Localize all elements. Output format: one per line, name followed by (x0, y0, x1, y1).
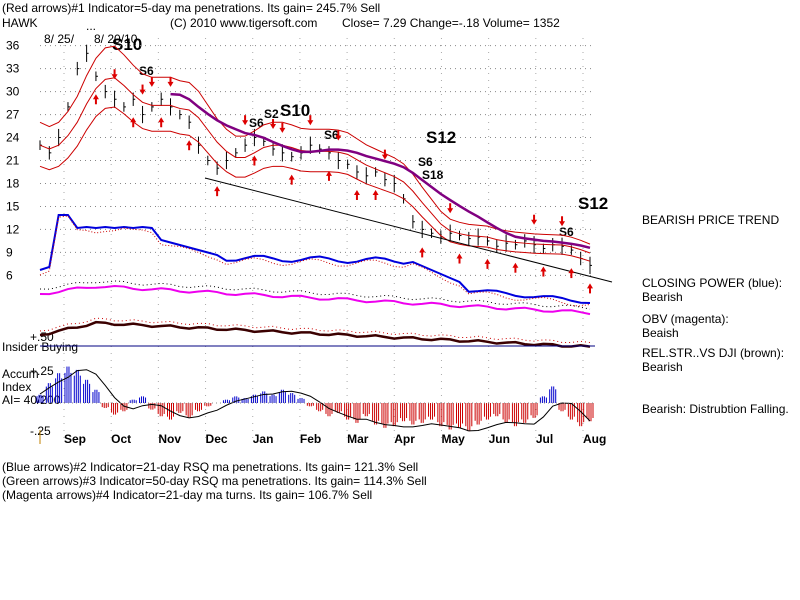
obv-value: Beaish (642, 326, 679, 340)
y-tick-label: 15 (6, 199, 20, 213)
y-tick-label: 30 (6, 85, 20, 99)
x-tick-label: Jul (536, 432, 553, 446)
signal-s6-d: S6 (418, 155, 433, 169)
buy-arrow-head (484, 258, 491, 264)
buy-arrow-head (456, 253, 463, 259)
sell-arrow-head (335, 135, 342, 141)
y-tick-label: 9 (6, 245, 13, 259)
signal-s6-b: S6 (249, 116, 264, 130)
buy-arrow-head (251, 155, 258, 161)
relstr-value: Bearish (642, 360, 683, 374)
trend-label: BEARISH PRICE TREND (642, 213, 780, 227)
insider-label: Insider Buying (2, 340, 79, 354)
signal-s12-b: S12 (578, 194, 609, 213)
buy-arrow-head (92, 94, 99, 100)
buy-arrow-head (372, 189, 379, 195)
x-tick-label: Jan (253, 432, 274, 446)
signal-s10-a: S10 (112, 35, 143, 54)
lower-band (39, 106, 591, 262)
x-tick-label: Dec (206, 432, 228, 446)
index-label: Index (2, 380, 32, 394)
indicator-1-line: (Red arrows)#1 Indicator=5-day ma penetr… (2, 1, 381, 15)
upper-band (39, 45, 591, 245)
signal-s18: S18 (422, 168, 444, 182)
close-change-volume: Close= 7.29 Change=-.18 Volume= 1352 (342, 16, 560, 30)
buy-arrow-head (325, 170, 332, 176)
accum-ma (39, 369, 591, 432)
y-tick-label: 12 (6, 222, 20, 236)
x-tick-label: Mar (347, 432, 369, 446)
buy-arrow-head (130, 117, 137, 123)
x-tick-label: Aug (583, 432, 606, 446)
x-tick-label: Nov (158, 432, 181, 446)
sell-arrow-head (381, 154, 388, 160)
date-annotation-2: 8/ 20/10 (94, 32, 138, 46)
signal-s2: S2 (264, 107, 279, 121)
date-dots: ... (86, 19, 97, 33)
y-tick-label: 6 (6, 268, 13, 282)
relstr-title: REL.STR..VS DJI (brown): (642, 346, 785, 360)
sell-arrow-head (307, 120, 314, 126)
x-tick-label: Oct (111, 432, 131, 446)
obv-title: OBV (magenta): (642, 312, 729, 326)
accum-note: Bearish: Distrubtion Falling. (642, 402, 789, 416)
y-tick-label: 18 (6, 176, 20, 190)
footer-line-4: (Magenta arrows)#4 Indicator=21-day ma t… (2, 488, 373, 502)
sell-arrow-head (111, 74, 118, 80)
x-tick-label: Sep (64, 432, 86, 446)
y-tick-label: 24 (6, 131, 20, 145)
buy-arrow-head (512, 262, 519, 268)
buy-arrow-head (540, 266, 547, 272)
footer-line-2: (Blue arrows)#2 Indicator=21-day RSQ ma … (2, 460, 419, 474)
y-tick-label: 36 (6, 39, 20, 53)
x-tick-label: May (441, 432, 465, 446)
buy-arrow-head (568, 268, 575, 274)
buy-arrow-head (419, 247, 426, 253)
ma-50 (170, 92, 591, 250)
closing-power-line (39, 214, 591, 304)
trend-line (204, 177, 613, 283)
sell-arrow-head (531, 219, 538, 225)
accum-plus25: +.25 (30, 364, 54, 378)
sell-arrow-head (242, 120, 249, 126)
x-tick-label: Apr (394, 432, 415, 446)
buy-arrow-head (158, 117, 165, 123)
ai-label: AI= 40/200 (2, 393, 61, 407)
buy-arrow-head (288, 174, 295, 180)
obv-ma (39, 280, 591, 310)
closing-power-value: Bearish (642, 290, 683, 304)
signal-s6-c: S6 (324, 128, 339, 142)
closing-power-ma (39, 215, 591, 307)
sell-arrow-head (139, 89, 146, 95)
footer-line-3: (Green arrows)#3 Indicator=50-day RSQ ma… (2, 474, 427, 488)
y-tick-label: 21 (6, 154, 20, 168)
buy-arrow-head (587, 283, 593, 289)
relstr-ma (39, 317, 591, 344)
x-tick-label: Feb (300, 432, 321, 446)
sell-arrow-head (559, 221, 566, 227)
signal-s12-a: S12 (426, 128, 457, 147)
relstr-line (39, 320, 591, 348)
date-annotation-1: 8/ 25/ (44, 32, 75, 46)
obv-line (39, 284, 591, 316)
copyright: (C) 2010 www.tigersoft.com (170, 16, 318, 30)
ticker-symbol: HAWK (2, 16, 38, 30)
signal-s6-a: S6 (139, 64, 154, 78)
buy-arrow-head (214, 186, 221, 192)
accum-label: Accum (2, 367, 39, 381)
sell-arrow-head (270, 124, 277, 130)
x-tick-label: Jun (489, 432, 510, 446)
sell-arrow-head (167, 81, 174, 87)
closing-power-title: CLOSING POWER (blue): (642, 276, 783, 290)
sell-arrow-head (447, 208, 454, 214)
buy-arrow-head (353, 189, 360, 195)
y-tick-label: 33 (6, 62, 20, 76)
signal-s10-b: S10 (280, 101, 311, 120)
y-tick-label: 27 (6, 108, 20, 122)
sell-arrow-head (148, 81, 155, 87)
buy-arrow-head (186, 140, 193, 146)
sell-arrow-head (279, 127, 286, 133)
